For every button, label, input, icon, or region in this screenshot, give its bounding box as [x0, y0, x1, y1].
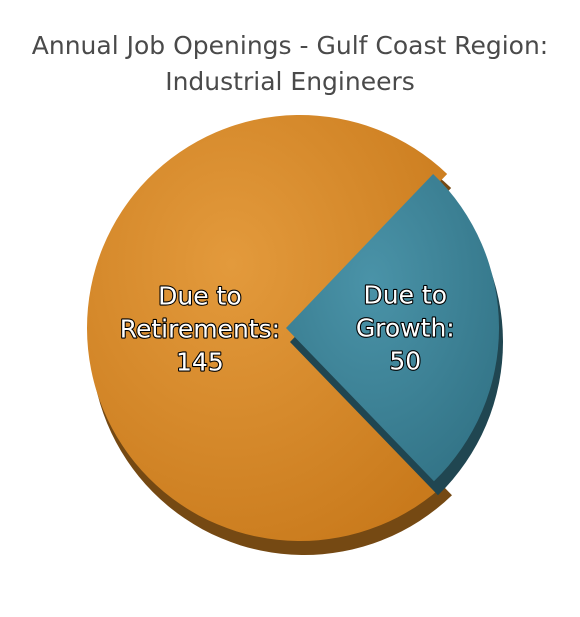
pie-slice-0-label: Due to Retirements: 145 [120, 281, 280, 376]
pie-slice-1-label-line-2: 50 [389, 347, 421, 376]
pie-slice-1 [286, 173, 499, 482]
pie-slice-0-label-line-2: 145 [176, 347, 224, 376]
chart-title-line-2: Industrial Engineers [165, 67, 415, 96]
pie-slice-1-label: Due to Growth: 50 [356, 281, 455, 376]
pie-slice-1-label-line-0: Due to [364, 281, 448, 310]
chart-title: Annual Job Openings - Gulf Coast Region:… [0, 28, 580, 100]
pie-slice-0-label-line-1: Retirements: [120, 314, 280, 343]
pie-slice-1-label-line-1: Growth: [356, 314, 455, 343]
pie-slice-0 [87, 115, 448, 542]
chart-title-line-1: Annual Job Openings - Gulf Coast Region: [31, 31, 549, 60]
pie-slice-0-label-line-0: Due to [158, 281, 242, 310]
